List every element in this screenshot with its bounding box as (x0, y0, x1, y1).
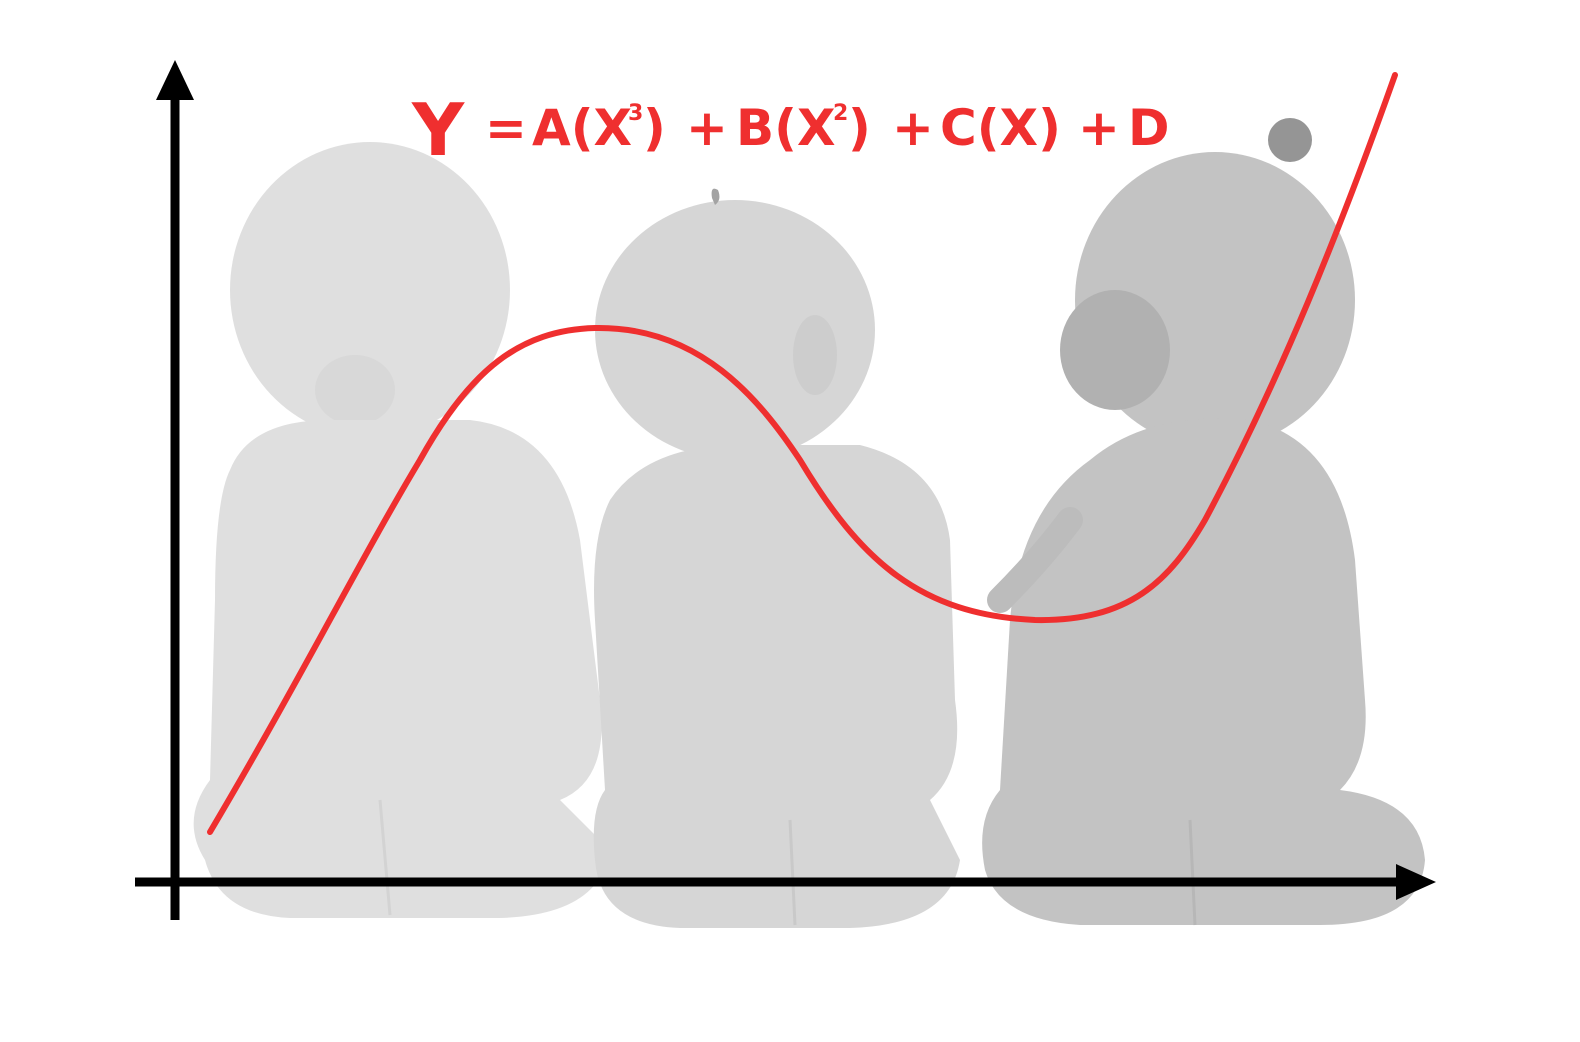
equation-close-a: ) (643, 99, 666, 157)
cubic-curve (207, 72, 1398, 835)
equation-close-b: ) (848, 99, 871, 157)
axes (135, 60, 1436, 920)
equation-y: Y (411, 88, 465, 172)
y-axis-arrow-icon (156, 60, 194, 100)
equation-term-d: D (1128, 99, 1170, 157)
baby-middle (593, 188, 960, 928)
x-axis-arrow-icon (1396, 864, 1436, 900)
baby-right (982, 118, 1425, 926)
equation: Y = A(X 3 ) + B(X 2 ) + C(X) + D (411, 88, 1170, 172)
equation-equals: = (485, 99, 527, 157)
equation-term-c: C(X) (940, 99, 1061, 157)
babies-photo (193, 118, 1425, 928)
equation-term-b: B(X (736, 99, 836, 157)
baby-left (193, 142, 611, 918)
equation-exp-2: 2 (833, 101, 848, 126)
equation-exp-3: 3 (628, 101, 643, 126)
equation-term-a: A(X (532, 99, 632, 157)
equation-plus-3: + (1078, 99, 1120, 157)
equation-plus-1: + (686, 99, 728, 157)
equation-plus-2: + (892, 99, 934, 157)
